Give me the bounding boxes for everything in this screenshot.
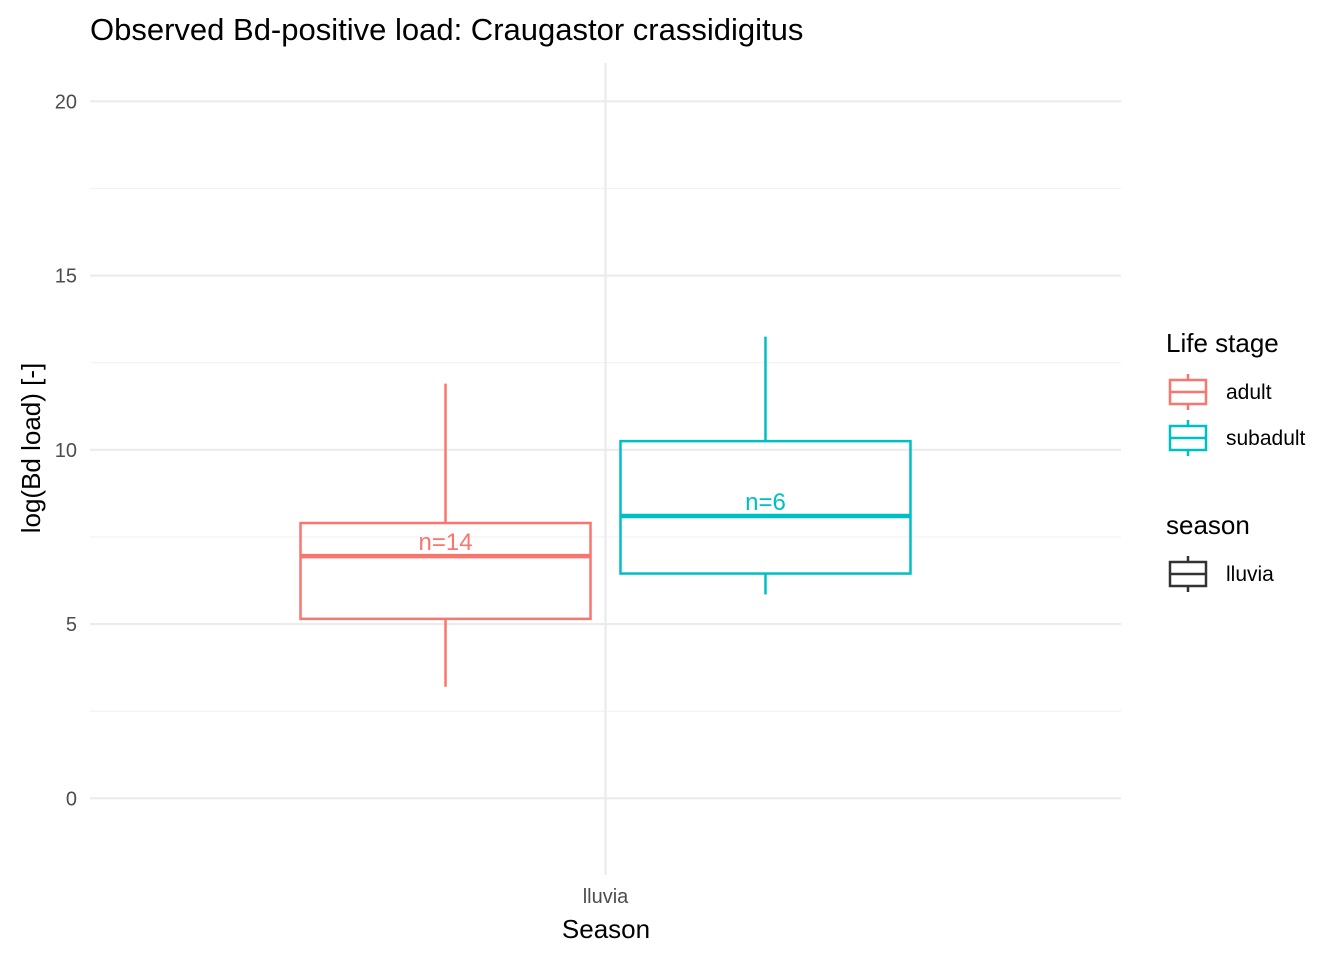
y-tick-label: 0: [66, 788, 77, 810]
box-iqr: [299, 521, 592, 621]
box-adult: n=14: [299, 383, 592, 687]
y-tick-label: 5: [66, 614, 77, 636]
x-tick-label: lluvia: [583, 886, 629, 908]
y-tick-label: 20: [55, 91, 77, 113]
y-axis-title: log(Bd load) [-]: [16, 363, 46, 534]
box-series: n=14 n=6: [299, 336, 912, 687]
legend-key-subadult: [1168, 420, 1208, 456]
legend-label: subadult: [1226, 427, 1306, 450]
y-axis-ticks: 0 5 10 15 20: [55, 91, 77, 810]
legend-label: lluvia: [1226, 563, 1274, 586]
x-axis-ticks: lluvia: [583, 886, 629, 908]
box-subadult: n=6: [619, 336, 912, 595]
legend-title: season: [1166, 510, 1250, 540]
n-label: n=14: [418, 529, 472, 556]
legend: Life stage adult subadult season lluvia: [1166, 328, 1306, 592]
y-tick-label: 15: [55, 266, 77, 288]
box-iqr: [619, 439, 912, 575]
legend-key-lluvia: [1168, 556, 1208, 592]
x-axis-title: Season: [562, 914, 650, 944]
n-label: n=6: [745, 489, 786, 516]
legend-label: adult: [1226, 381, 1272, 404]
chart-title: Observed Bd-positive load: Craugastor cr…: [90, 12, 803, 47]
legend-title: Life stage: [1166, 328, 1279, 358]
grid: [90, 63, 1121, 875]
y-tick-label: 10: [55, 440, 77, 462]
legend-key-adult: [1168, 374, 1208, 410]
